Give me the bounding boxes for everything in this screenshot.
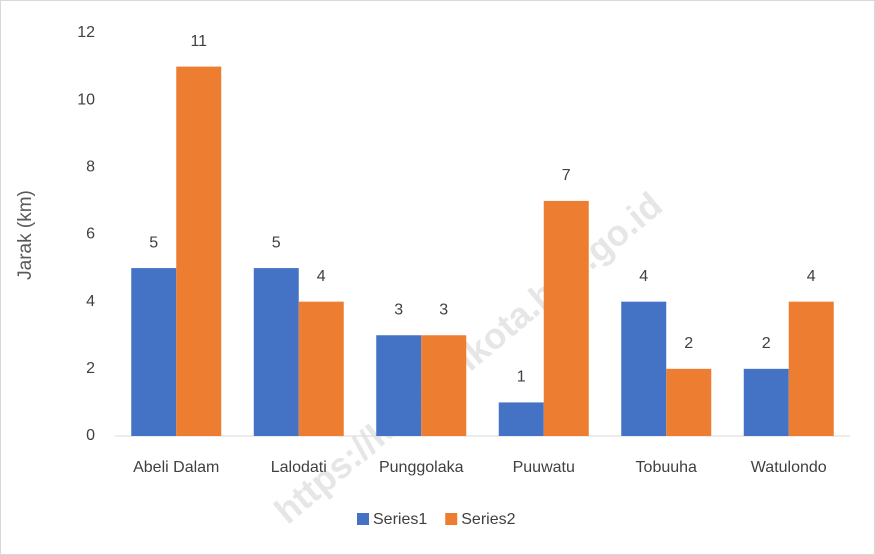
x-tick-label: Watulondo bbox=[751, 459, 827, 476]
bar bbox=[498, 402, 544, 436]
y-tick-label: 2 bbox=[86, 360, 95, 377]
data-label: 5 bbox=[272, 234, 281, 251]
data-label: 4 bbox=[317, 268, 326, 285]
x-tick-label: Puuwatu bbox=[513, 459, 575, 476]
y-tick-label: 0 bbox=[86, 427, 95, 444]
y-tick-label: 10 bbox=[77, 91, 95, 108]
y-tick-label: 8 bbox=[86, 159, 95, 176]
data-label: 2 bbox=[762, 335, 771, 352]
bar bbox=[788, 301, 834, 436]
y-tick-label: 4 bbox=[86, 293, 95, 310]
bar bbox=[253, 268, 299, 436]
bar bbox=[298, 301, 344, 436]
bar bbox=[743, 368, 789, 436]
bar bbox=[421, 335, 467, 436]
x-tick-label: Tobuuha bbox=[636, 459, 697, 476]
data-label: 5 bbox=[149, 234, 158, 251]
bar bbox=[621, 301, 667, 436]
legend-swatch bbox=[445, 513, 458, 525]
legend-label: Series2 bbox=[461, 511, 515, 528]
bar bbox=[543, 200, 589, 436]
y-tick-label: 12 bbox=[77, 24, 95, 41]
data-label: 4 bbox=[807, 268, 816, 285]
data-label: 3 bbox=[439, 301, 448, 318]
data-label: 7 bbox=[562, 167, 571, 184]
x-tick-label: Punggolaka bbox=[379, 459, 464, 476]
x-tick-label: Abeli Dalam bbox=[133, 459, 219, 476]
data-label: 11 bbox=[190, 33, 207, 50]
data-label: 3 bbox=[394, 301, 403, 318]
bar bbox=[131, 268, 177, 436]
bar bbox=[666, 368, 712, 436]
data-label: 4 bbox=[639, 268, 648, 285]
data-label: 1 bbox=[517, 369, 526, 386]
y-tick-label: 6 bbox=[86, 226, 95, 243]
data-label: 2 bbox=[684, 335, 693, 352]
x-tick-label: Lalodati bbox=[271, 459, 327, 476]
bar bbox=[176, 66, 222, 436]
legend-label: Series1 bbox=[373, 511, 427, 528]
y-axis-label: Jarak (km) bbox=[15, 190, 36, 280]
legend-swatch bbox=[357, 513, 369, 525]
bar bbox=[376, 335, 422, 436]
